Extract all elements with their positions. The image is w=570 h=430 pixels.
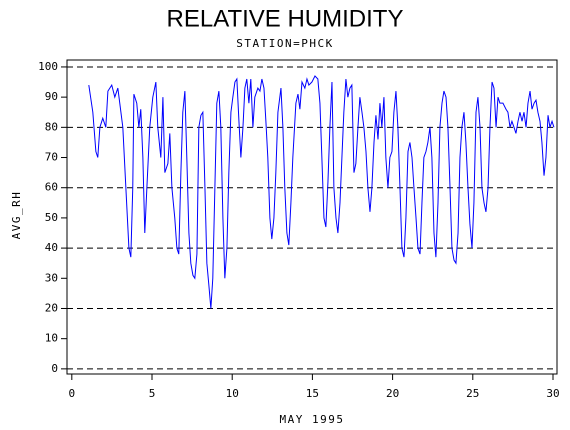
y-tick-label: 30 xyxy=(45,271,58,284)
y-tick-label: 70 xyxy=(45,151,58,164)
x-tick-label: 30 xyxy=(546,387,559,400)
y-tick-label: 0 xyxy=(51,362,58,375)
y-tick-label: 90 xyxy=(45,90,58,103)
y-tick-label: 60 xyxy=(45,181,58,194)
chart-title: RELATIVE HUMIDITY xyxy=(167,5,404,32)
data-line xyxy=(88,75,555,309)
x-tick-label: 0 xyxy=(68,387,75,400)
plot-frame xyxy=(66,59,558,375)
y-tick-label: 50 xyxy=(45,211,58,224)
x-tick-label: 25 xyxy=(466,387,479,400)
x-tick-label: 15 xyxy=(306,387,319,400)
x-tick-label: 10 xyxy=(226,387,239,400)
x-tick-label: 20 xyxy=(386,387,399,400)
y-tick-label: 100 xyxy=(38,60,58,73)
y-axis-label: AVG_RH xyxy=(10,191,23,240)
y-tick-label: 80 xyxy=(45,120,58,133)
chart-subtitle: STATION=PHCK xyxy=(236,37,333,50)
y-tick-label: 20 xyxy=(45,301,58,314)
x-tick-label: 5 xyxy=(149,387,156,400)
y-tick-label: 10 xyxy=(45,332,58,345)
x-axis-label: MAY 1995 xyxy=(280,413,345,426)
y-tick-label: 40 xyxy=(45,241,58,254)
